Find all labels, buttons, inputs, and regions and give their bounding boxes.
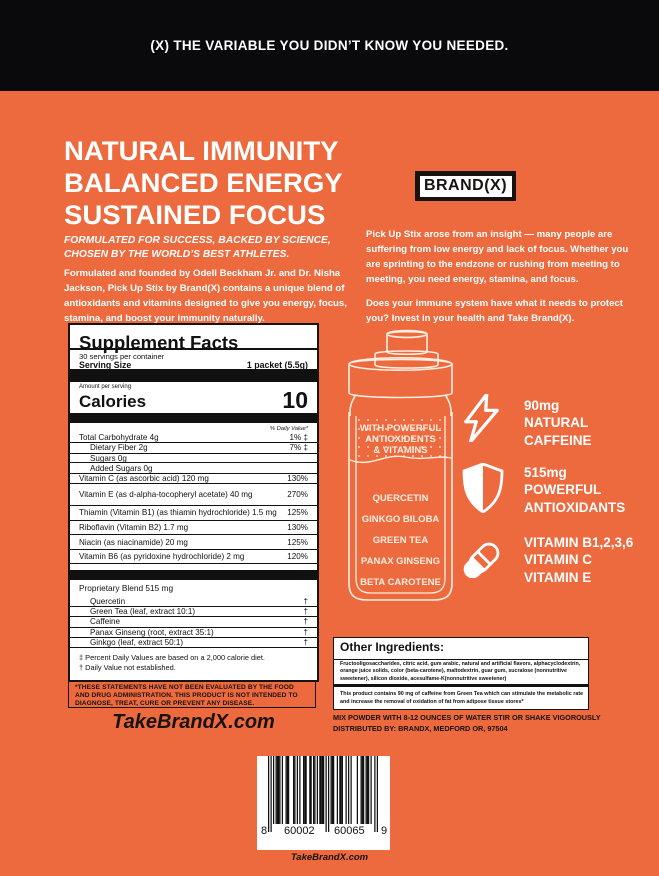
svg-text:GINKGO BILOBA: GINKGO BILOBA: [362, 514, 440, 525]
svg-text:60002: 60002: [284, 825, 315, 836]
svg-text:PANAX GINSENG: PANAX GINSENG: [361, 556, 440, 567]
svg-text:BETA CAROTENE: BETA CAROTENE: [360, 577, 441, 588]
svg-text:60065: 60065: [334, 825, 365, 836]
svg-text:GREEN TEA: GREEN TEA: [373, 535, 429, 546]
svg-text:ANTIOXIDENTS: ANTIOXIDENTS: [365, 434, 436, 445]
svg-text:& VITAMINS: & VITAMINS: [373, 445, 427, 456]
svg-text:9: 9: [381, 825, 387, 836]
svg-text:8: 8: [261, 825, 267, 836]
svg-text:QUERCETIN: QUERCETIN: [373, 493, 429, 504]
svg-text:WITH POWERFUL: WITH POWERFUL: [360, 423, 441, 434]
